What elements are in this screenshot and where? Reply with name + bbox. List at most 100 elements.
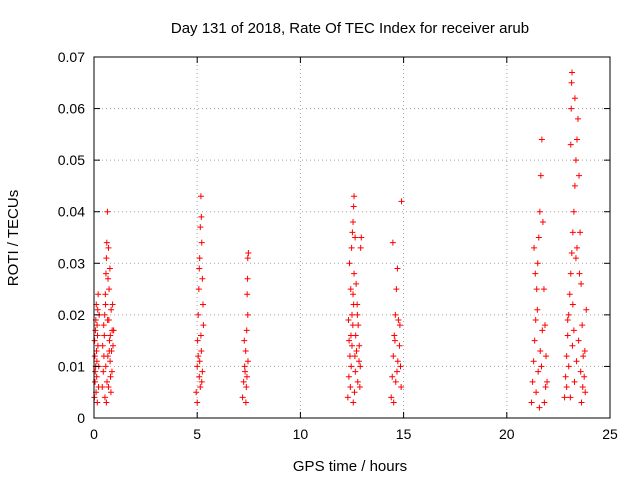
data-point [570,208,577,215]
data-point [199,275,206,282]
data-point [351,353,358,360]
data-point [543,353,550,360]
data-point [581,347,588,354]
data-point [243,384,250,391]
data-point [538,363,545,370]
data-point [102,291,109,298]
y-tick-label: 0.01 [58,358,85,374]
x-tick-label: 15 [396,426,412,442]
y-axis-label: ROTI / TECUs [5,190,22,286]
data-point [563,353,570,360]
data-point [353,347,360,354]
x-tick-label: 5 [193,426,201,442]
data-point [197,332,204,339]
data-point [534,260,541,267]
data-point [398,384,405,391]
data-point [110,327,117,334]
x-axis-ticks: 0 5 10 15 20 25 [90,57,618,442]
data-point [575,115,582,122]
data-point [531,337,538,344]
data-point [541,399,548,406]
data-point [196,255,203,262]
data-point [353,280,360,287]
data-point [356,384,363,391]
data-point [352,332,359,339]
data-point [92,368,99,375]
data-points [91,69,590,411]
data-point [391,332,398,339]
data-point [104,378,111,385]
data-point [195,286,202,293]
data-point [355,322,362,329]
data-point [569,69,576,76]
data-point [106,337,113,344]
x-tick-label: 10 [293,426,309,442]
data-point [349,311,355,318]
data-point [194,399,201,406]
y-tick-label: 0.05 [58,152,85,168]
data-point [565,363,572,370]
data-point [102,270,109,277]
y-tick-label: 0.06 [58,101,85,117]
data-point [197,224,204,231]
data-point [198,378,205,385]
data-point [244,358,251,365]
data-point [245,249,252,256]
data-point [397,363,404,370]
data-point [244,255,251,262]
data-point [395,317,402,324]
data-point [533,389,540,396]
data-point [92,378,99,385]
data-point [532,270,539,277]
data-point [569,229,576,236]
data-point [570,327,577,334]
data-point [239,394,246,401]
data-point [108,306,115,313]
data-point [101,394,108,401]
x-tick-label: 0 [90,426,98,442]
data-point [243,327,250,334]
x-tick-label: 20 [499,426,515,442]
data-point [194,363,201,370]
data-point [94,322,101,329]
data-point [577,368,584,375]
data-point [344,394,351,401]
data-point [242,347,249,354]
data-point [562,373,569,380]
data-point [104,208,111,215]
data-point [195,311,202,318]
data-point [244,291,251,298]
data-point [106,347,113,354]
data-point [198,239,205,246]
data-point [350,399,357,406]
data-point [106,265,113,272]
data-point [565,311,572,318]
data-point [347,286,354,293]
data-point [350,203,357,210]
data-point [99,384,106,391]
data-point [199,368,206,375]
data-point [394,265,401,272]
data-point [105,384,112,391]
data-point [100,368,107,375]
data-point [571,182,578,189]
data-point [194,337,201,344]
data-point [352,234,359,241]
data-point [393,286,400,293]
data-point [567,141,574,148]
y-tick-label: 0.07 [58,49,85,65]
data-point [536,404,543,411]
data-point [104,353,111,360]
data-point [578,280,585,287]
data-point [354,311,361,318]
data-point [580,353,587,360]
data-point [396,322,403,329]
data-point [539,219,546,226]
data-point [107,332,114,339]
data-point [105,244,112,251]
data-point [354,378,361,385]
data-point [350,219,357,226]
data-point [94,306,101,313]
data-point [579,384,586,391]
